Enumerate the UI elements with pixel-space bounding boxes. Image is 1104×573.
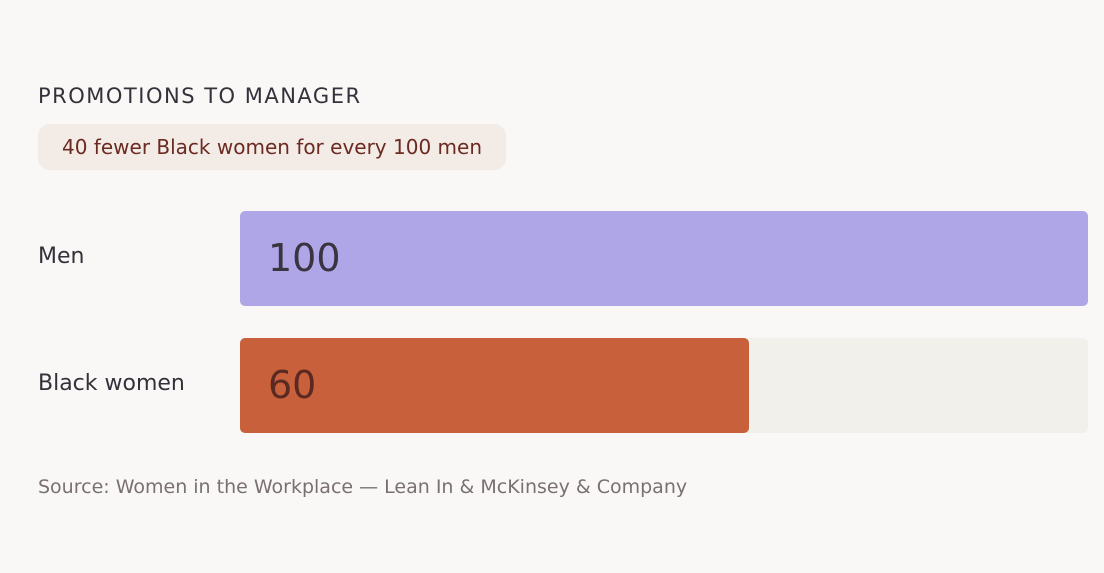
bar-track: 100 — [240, 211, 1088, 306]
chart-title: PROMOTIONS TO MANAGER — [38, 84, 362, 108]
category-label: Black women — [38, 371, 185, 396]
bar — [240, 338, 749, 433]
bar — [240, 211, 1088, 306]
value-label: 100 — [268, 236, 341, 280]
bar-track: 60 — [240, 338, 1088, 433]
source-note: Source: Women in the Workplace — Lean In… — [38, 476, 688, 498]
subtitle-pill: 40 fewer Black women for every 100 men — [38, 124, 506, 170]
value-label: 60 — [268, 363, 317, 407]
category-label: Men — [38, 244, 85, 269]
